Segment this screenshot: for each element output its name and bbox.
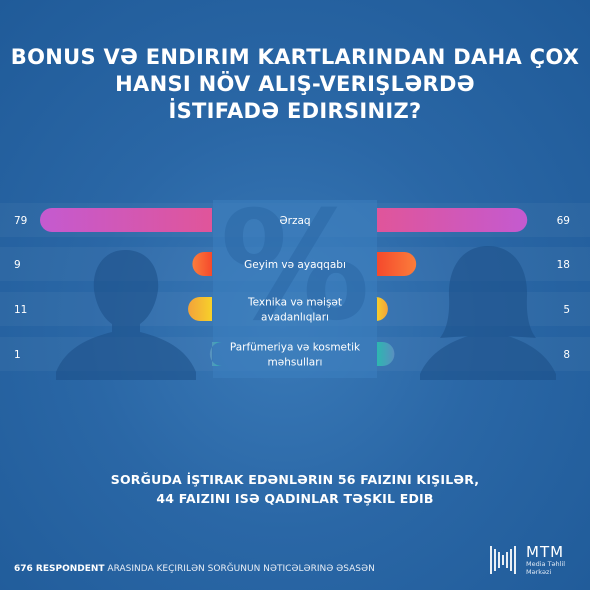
category-label-1-line-1: Ərzaq	[279, 215, 310, 227]
chart-title: BONUS VƏ ENDIRIM KARTLARINDAN DAHA ÇOX H…	[0, 44, 590, 125]
percent-watermark: %	[220, 180, 370, 354]
source-note-rest: ARASINDA KEÇIRILƏN SORĞUNUN NƏTICƏLƏRINƏ…	[104, 564, 375, 574]
bar-right-1	[377, 208, 528, 232]
logo-main: MTM	[526, 543, 565, 561]
logo-line-1: Media Təhlil	[526, 560, 566, 568]
value-left-2: 9	[14, 259, 21, 271]
female-silhouette	[420, 246, 556, 380]
summary-line-1: SORĞUDA İŞTIRAK EDƏNLƏRIN 56 FAIZINI KIŞ…	[110, 472, 480, 487]
value-right-1: 69	[557, 215, 570, 227]
category-label-4: Parfümeriya və kosmetik məhsulları	[230, 342, 361, 369]
value-right-3: 5	[563, 304, 570, 316]
category-label-3: Texnika və məişət avadanlıqları	[247, 297, 342, 324]
category-label-4-line-2: məhsulları	[268, 357, 323, 369]
mtm-logo-text: MTM Media Təhlil Mərkəzi	[526, 544, 565, 576]
value-left-4: 1	[14, 349, 21, 361]
male-silhouette	[56, 250, 196, 380]
mtm-logo-icon	[490, 546, 516, 574]
bar-left-2	[192, 252, 212, 276]
bar-left-3	[188, 297, 212, 321]
summary-line-2: 44 FAIZINI ISƏ QADINLAR TƏŞKIL EDIB	[156, 491, 434, 506]
source-note: 676 RESPONDENT ARASINDA KEÇIRILƏN SORĞUN…	[14, 564, 375, 574]
category-label-2: Geyim və ayaqqabı	[244, 259, 346, 271]
value-left-3: 11	[14, 304, 27, 316]
value-right-4: 8	[563, 349, 570, 361]
value-right-2: 18	[557, 259, 570, 271]
center-panel	[213, 200, 377, 378]
mtm-logo: MTM Media Təhlil Mərkəzi	[490, 544, 580, 578]
category-label-1: Ərzaq	[279, 215, 310, 227]
title-line-3: İSTIFADƏ EDIRSINIZ?	[168, 99, 422, 123]
category-label-4-line-1: Parfümeriya və kosmetik	[230, 342, 361, 354]
title-line-2: HANSI NÖV ALIŞ-VERIŞLƏRDƏ	[115, 72, 475, 96]
category-label-3-line-2: avadanlıqları	[261, 312, 329, 324]
title-line-1: BONUS VƏ ENDIRIM KARTLARINDAN DAHA ÇOX	[10, 45, 580, 69]
respondent-summary: SORĞUDA İŞTIRAK EDƏNLƏRIN 56 FAIZINI KIŞ…	[0, 470, 590, 508]
category-label-3-line-1: Texnika və məişət	[247, 297, 342, 309]
bar-left-1	[40, 208, 212, 232]
logo-line-2: Mərkəzi	[526, 568, 552, 576]
bar-right-2	[377, 252, 417, 276]
source-note-bold: 676 RESPONDENT	[14, 564, 105, 574]
category-label-2-line-1: Geyim və ayaqqabı	[244, 259, 346, 271]
value-left-1: 79	[14, 215, 27, 227]
bar-right-4	[377, 342, 395, 366]
bar-right-3	[375, 297, 388, 321]
